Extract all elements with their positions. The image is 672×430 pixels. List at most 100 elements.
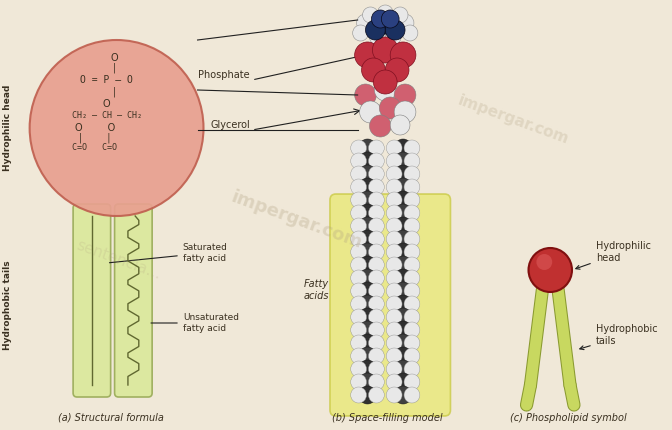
Circle shape bbox=[394, 165, 412, 183]
Circle shape bbox=[366, 20, 385, 40]
Circle shape bbox=[359, 360, 376, 378]
Circle shape bbox=[368, 335, 384, 351]
Circle shape bbox=[359, 139, 376, 157]
Circle shape bbox=[351, 283, 366, 299]
Circle shape bbox=[394, 139, 412, 157]
Circle shape bbox=[381, 10, 399, 28]
Text: C=O   C=O: C=O C=O bbox=[73, 144, 118, 153]
Text: |: | bbox=[113, 63, 116, 73]
Circle shape bbox=[351, 361, 366, 377]
Circle shape bbox=[351, 296, 366, 312]
Circle shape bbox=[386, 348, 402, 364]
Circle shape bbox=[404, 257, 420, 273]
Circle shape bbox=[386, 387, 402, 403]
Circle shape bbox=[368, 192, 384, 208]
Circle shape bbox=[394, 243, 412, 261]
Circle shape bbox=[386, 335, 402, 351]
Circle shape bbox=[351, 374, 366, 390]
Circle shape bbox=[351, 205, 366, 221]
Circle shape bbox=[404, 166, 420, 182]
Circle shape bbox=[368, 322, 384, 338]
Circle shape bbox=[359, 256, 376, 274]
Circle shape bbox=[372, 37, 398, 63]
Circle shape bbox=[359, 334, 376, 352]
Circle shape bbox=[386, 166, 402, 182]
Circle shape bbox=[355, 84, 376, 106]
Circle shape bbox=[359, 295, 376, 313]
Circle shape bbox=[394, 230, 412, 248]
Circle shape bbox=[351, 153, 366, 169]
Circle shape bbox=[351, 387, 366, 403]
Circle shape bbox=[368, 257, 384, 273]
Circle shape bbox=[368, 179, 384, 195]
Text: Saturated
fatty acid: Saturated fatty acid bbox=[110, 243, 228, 263]
Circle shape bbox=[404, 296, 420, 312]
Circle shape bbox=[351, 140, 366, 156]
Circle shape bbox=[386, 309, 402, 325]
Circle shape bbox=[528, 248, 572, 292]
Circle shape bbox=[404, 140, 420, 156]
Circle shape bbox=[359, 152, 376, 170]
Circle shape bbox=[394, 152, 412, 170]
Circle shape bbox=[404, 374, 420, 390]
FancyBboxPatch shape bbox=[73, 204, 111, 397]
Circle shape bbox=[394, 269, 412, 287]
Circle shape bbox=[394, 386, 412, 404]
Circle shape bbox=[536, 254, 552, 270]
Circle shape bbox=[404, 153, 420, 169]
Circle shape bbox=[359, 386, 376, 404]
Circle shape bbox=[351, 166, 366, 182]
Circle shape bbox=[351, 270, 366, 286]
Circle shape bbox=[404, 322, 420, 338]
Circle shape bbox=[386, 361, 402, 377]
Text: |        |: | | bbox=[79, 133, 111, 143]
Circle shape bbox=[404, 218, 420, 234]
Circle shape bbox=[394, 373, 412, 391]
Circle shape bbox=[394, 101, 416, 123]
FancyBboxPatch shape bbox=[115, 204, 152, 397]
Circle shape bbox=[378, 5, 393, 21]
Circle shape bbox=[386, 322, 402, 338]
Circle shape bbox=[394, 204, 412, 222]
Circle shape bbox=[404, 387, 420, 403]
Text: Hydrophilic head: Hydrophilic head bbox=[3, 85, 12, 171]
Text: O        O: O O bbox=[75, 123, 115, 133]
Circle shape bbox=[359, 165, 376, 183]
Circle shape bbox=[404, 205, 420, 221]
Circle shape bbox=[359, 178, 376, 196]
Circle shape bbox=[386, 283, 402, 299]
Text: impergar.com: impergar.com bbox=[228, 188, 364, 252]
Circle shape bbox=[404, 270, 420, 286]
Circle shape bbox=[379, 97, 401, 119]
Circle shape bbox=[386, 270, 402, 286]
Text: CH₂ — CH — CH₂: CH₂ — CH — CH₂ bbox=[72, 111, 142, 120]
Circle shape bbox=[404, 309, 420, 325]
Circle shape bbox=[404, 244, 420, 260]
Text: Unsaturated
fatty acid: Unsaturated fatty acid bbox=[151, 313, 239, 333]
Text: Hydrophobic
tails: Hydrophobic tails bbox=[580, 324, 657, 350]
Circle shape bbox=[368, 244, 384, 260]
Circle shape bbox=[372, 10, 389, 28]
Circle shape bbox=[374, 79, 396, 101]
Circle shape bbox=[404, 348, 420, 364]
Circle shape bbox=[368, 387, 384, 403]
Circle shape bbox=[368, 270, 384, 286]
Circle shape bbox=[386, 179, 402, 195]
Circle shape bbox=[386, 218, 402, 234]
Circle shape bbox=[386, 231, 402, 247]
Circle shape bbox=[368, 296, 384, 312]
Circle shape bbox=[368, 231, 384, 247]
Text: (b) Space-filling model: (b) Space-filling model bbox=[332, 413, 443, 423]
Circle shape bbox=[396, 14, 414, 32]
Circle shape bbox=[385, 20, 405, 40]
Circle shape bbox=[394, 347, 412, 365]
Circle shape bbox=[368, 140, 384, 156]
Text: Fatty
acids: Fatty acids bbox=[303, 279, 329, 301]
Circle shape bbox=[404, 361, 420, 377]
Circle shape bbox=[394, 295, 412, 313]
Circle shape bbox=[404, 192, 420, 208]
Circle shape bbox=[386, 192, 402, 208]
Circle shape bbox=[351, 322, 366, 338]
Circle shape bbox=[404, 283, 420, 299]
Circle shape bbox=[359, 217, 376, 235]
